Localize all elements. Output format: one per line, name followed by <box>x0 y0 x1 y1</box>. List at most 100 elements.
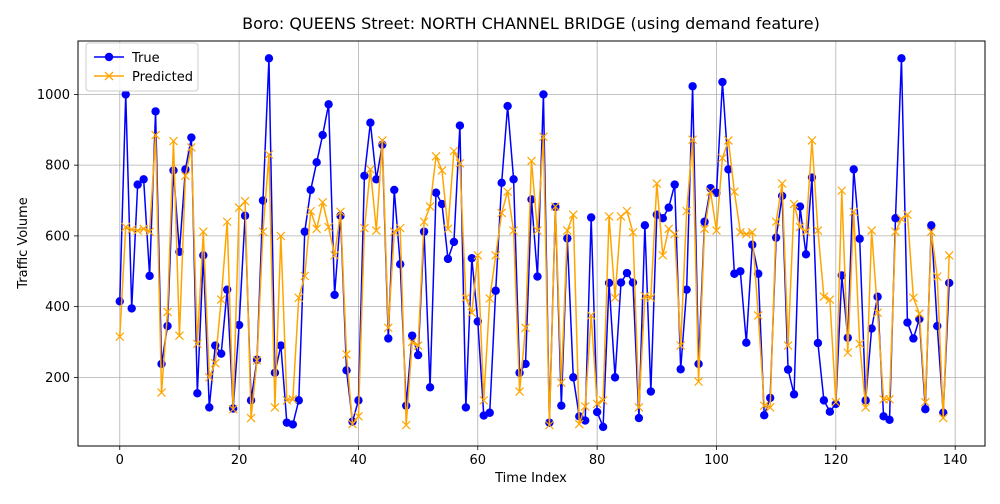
predicted-point <box>365 164 375 174</box>
true-point <box>205 403 214 412</box>
true-point <box>115 297 124 306</box>
true-point <box>736 267 745 276</box>
predicted-line <box>119 134 950 426</box>
predicted-point <box>873 308 883 318</box>
predicted-point <box>169 136 178 146</box>
true-point <box>133 180 142 189</box>
predicted-point <box>401 420 411 430</box>
predicted-point <box>801 227 811 237</box>
predicted-point <box>276 231 286 241</box>
true-point <box>276 341 286 350</box>
true-point <box>217 349 226 358</box>
predicted-point <box>354 411 363 421</box>
true-point <box>616 278 626 287</box>
true-point <box>503 101 512 111</box>
x-tick-label: 100 <box>704 453 729 468</box>
true-point <box>449 237 459 247</box>
true-point <box>640 221 650 230</box>
predicted-point <box>938 413 948 423</box>
true-point <box>581 416 590 425</box>
y-tick-label: 200 <box>45 371 70 386</box>
predicted-point <box>562 226 572 236</box>
predicted-point <box>723 135 733 145</box>
true-point <box>300 227 309 236</box>
predicted-point <box>634 403 644 412</box>
x-tick-label: 60 <box>470 453 487 468</box>
true-point <box>801 250 811 259</box>
predicted-point <box>348 419 357 429</box>
predicted-point <box>425 202 435 211</box>
predicted-point <box>145 227 155 237</box>
true-point <box>646 387 656 396</box>
legend: True Predicted <box>85 42 199 92</box>
predicted-point <box>258 227 268 237</box>
predicted-point <box>735 227 745 237</box>
true-point <box>897 54 906 63</box>
true-point <box>294 396 303 405</box>
true-point <box>139 175 148 184</box>
true-point <box>909 334 918 343</box>
legend-predicted-label: Predicted <box>132 70 193 85</box>
true-point <box>461 403 471 412</box>
true-point <box>921 405 930 414</box>
predicted-point <box>383 323 393 333</box>
predicted-point <box>897 214 906 224</box>
legend-true-marker <box>104 52 114 62</box>
predicted-point <box>264 150 274 159</box>
true-point <box>670 180 679 189</box>
predicted-point <box>288 394 298 404</box>
predicted-point <box>192 339 202 349</box>
predicted-point <box>151 130 160 140</box>
true-point <box>127 304 136 313</box>
x-tick-label: 20 <box>231 453 248 468</box>
true-point <box>622 268 632 278</box>
true-point <box>557 401 566 410</box>
predicted-point <box>604 212 614 221</box>
true-point <box>795 202 805 211</box>
true-point <box>891 214 900 223</box>
predicted-point <box>544 420 554 430</box>
true-point <box>330 290 339 300</box>
legend-predicted-marker <box>104 71 114 81</box>
legend-box <box>85 42 199 92</box>
predicted-point <box>777 179 787 188</box>
predicted-point <box>485 294 495 303</box>
predicted-point <box>867 226 877 236</box>
predicted-point <box>133 226 143 236</box>
predicted-point <box>908 293 918 303</box>
predicted-point <box>729 187 739 197</box>
predicted-point <box>914 309 924 319</box>
predicted-point <box>204 372 214 382</box>
predicted-point <box>157 388 166 398</box>
true-point <box>306 185 315 195</box>
predicted-point <box>240 196 250 206</box>
series-layer <box>115 54 954 432</box>
true-point <box>610 373 620 382</box>
predicted-point <box>944 250 954 260</box>
predicted-point <box>550 202 560 211</box>
predicted-point <box>831 397 841 407</box>
true-point <box>437 199 447 209</box>
true-point <box>497 178 506 188</box>
predicted-point <box>658 250 668 260</box>
y-tick-label: 1000 <box>37 88 70 103</box>
true-point <box>425 383 435 392</box>
y-tick-label: 600 <box>45 229 70 244</box>
true-point <box>443 254 453 264</box>
true-point <box>467 253 477 263</box>
y-tick-label: 800 <box>45 159 70 174</box>
true-point <box>455 121 465 130</box>
predicted-point <box>807 135 817 145</box>
predicted-point <box>706 187 715 197</box>
true-point <box>509 175 518 184</box>
true-point <box>682 285 691 294</box>
predicted-point <box>443 224 453 234</box>
predicted-point <box>431 151 441 161</box>
true-point <box>783 365 793 374</box>
predicted-point <box>163 307 172 317</box>
true-point <box>760 411 769 420</box>
true-point <box>288 420 298 429</box>
predicted-point <box>449 146 459 156</box>
true-point <box>199 251 208 260</box>
